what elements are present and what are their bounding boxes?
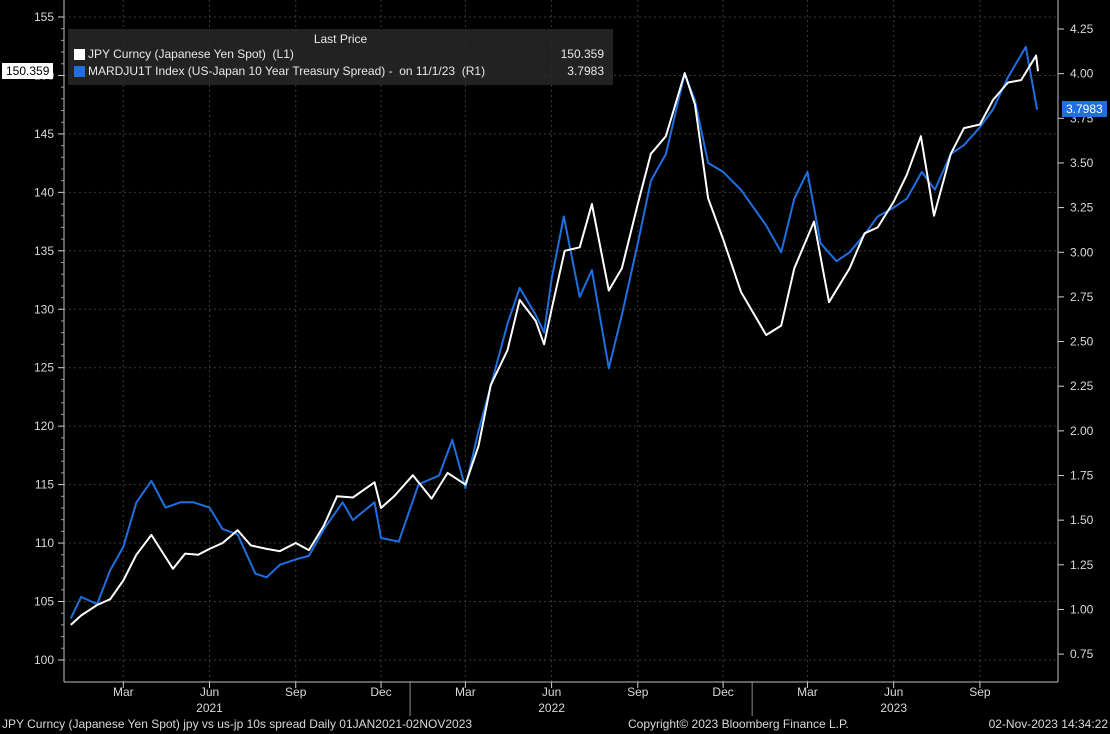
x-tick-label: Sep <box>969 685 991 699</box>
right-tick-label: 4.25 <box>1070 22 1094 36</box>
right-tick-label: 1.50 <box>1070 513 1094 527</box>
x-tick-label: Sep <box>285 685 307 699</box>
x-tick-label: Mar <box>113 685 134 699</box>
x-tick-label: Sep <box>627 685 649 699</box>
year-label: 2021 <box>196 701 223 715</box>
x-tick-label: Dec <box>712 685 733 699</box>
left-tick-label: 155 <box>34 10 54 24</box>
right-tick-label: 2.00 <box>1070 424 1094 438</box>
right-tick-label: 3.00 <box>1070 245 1094 259</box>
year-label: 2022 <box>538 701 565 715</box>
x-tick-label: Jun <box>542 685 561 699</box>
footer-copyright: Copyright© 2023 Bloomberg Finance L.P. <box>628 717 849 731</box>
right-tick-label: 4.00 <box>1070 67 1094 81</box>
legend-header: Last Price <box>313 32 368 46</box>
right-tick-label: 2.75 <box>1070 290 1094 304</box>
tick-labels: 1001051101151201251301351401451501550.75… <box>34 10 1094 715</box>
left-tick-label: 145 <box>34 127 54 141</box>
left-tick-label: 135 <box>34 244 54 258</box>
right-tick-label: 2.50 <box>1070 335 1094 349</box>
right-tick-label: 1.25 <box>1070 558 1094 572</box>
legend-value-spread: 3.7983 <box>567 64 604 78</box>
right-tick-label: 3.50 <box>1070 156 1094 170</box>
legend-label-spread: MARDJU1T Index (US-Japan 10 Year Treasur… <box>88 64 486 78</box>
legend-swatch-spread <box>74 66 85 77</box>
left-tick-label: 120 <box>34 419 54 433</box>
legend-value-jpy: 150.359 <box>560 47 604 61</box>
x-tick-label: Jun <box>200 685 219 699</box>
right-tick-label: 0.75 <box>1070 647 1094 661</box>
left-tick-label: 130 <box>34 302 54 316</box>
series-lines <box>69 45 1039 626</box>
x-tick-label: Dec <box>370 685 391 699</box>
right-tick-label: 3.25 <box>1070 201 1094 215</box>
last-value-badge-spread: 3.7983 <box>1062 101 1107 117</box>
legend-swatch-jpy <box>74 49 85 60</box>
left-tick-label: 115 <box>35 478 54 492</box>
left-tick-label: 110 <box>35 536 54 550</box>
legend: Last Price JPY Curncy (Japanese Yen Spot… <box>68 29 613 85</box>
x-tick-label: Jun <box>884 685 903 699</box>
legend-item-jpy: JPY Curncy (Japanese Yen Spot) (L1) 150.… <box>74 47 604 63</box>
legend-item-spread: MARDJU1T Index (US-Japan 10 Year Treasur… <box>74 64 604 80</box>
year-label: 2023 <box>880 701 907 715</box>
left-tick-label: 105 <box>34 595 54 609</box>
footer-timestamp: 02-Nov-2023 14:34:22 <box>988 717 1108 731</box>
last-value-badge-jpy: 150.359 <box>2 63 54 79</box>
left-tick-label: 100 <box>34 653 54 667</box>
right-tick-label: 1.00 <box>1070 602 1094 616</box>
axes <box>58 0 1064 716</box>
x-tick-label: Mar <box>797 685 818 699</box>
series-line-jpy <box>70 54 1039 626</box>
footer-description: JPY Curncy (Japanese Yen Spot) jpy vs us… <box>2 717 473 731</box>
left-tick-label: 125 <box>34 361 54 375</box>
series-line-spread <box>69 45 1039 619</box>
left-tick-label: 140 <box>34 185 54 199</box>
x-tick-label: Mar <box>455 685 476 699</box>
chart-canvas: 1001051101151201251301351401451501550.75… <box>0 0 1110 716</box>
grid-lines <box>64 0 1058 682</box>
footer: JPY Curncy (Japanese Yen Spot) jpy vs us… <box>0 716 1110 734</box>
right-tick-label: 2.25 <box>1070 379 1094 393</box>
legend-label-jpy: JPY Curncy (Japanese Yen Spot) (L1) <box>88 47 294 61</box>
chart-background <box>0 0 1110 716</box>
right-tick-label: 1.75 <box>1070 469 1094 483</box>
